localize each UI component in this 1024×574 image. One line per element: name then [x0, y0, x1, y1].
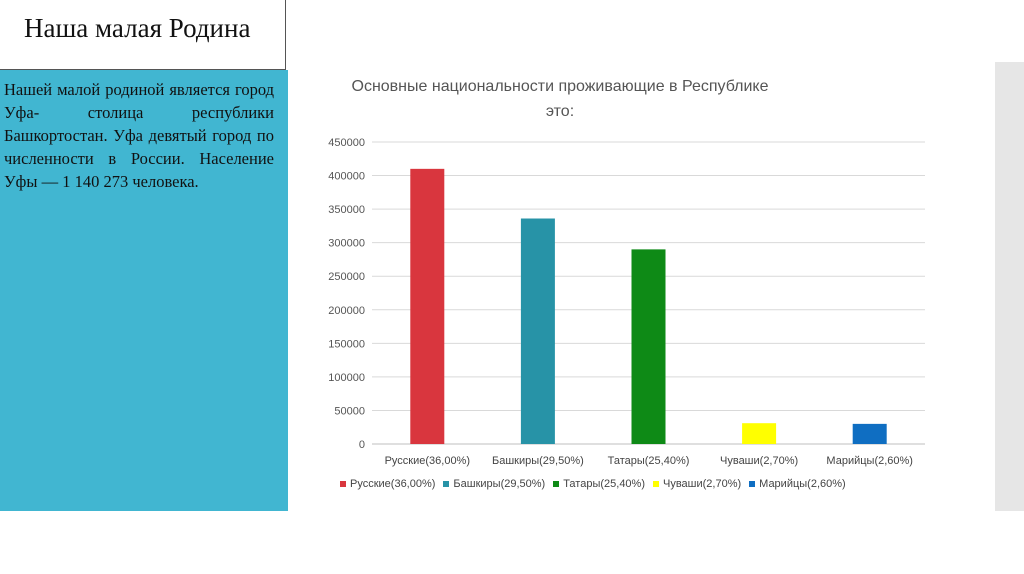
y-tick-label: 350000	[328, 204, 365, 216]
chart-title-line-2: это:	[545, 103, 575, 120]
x-tick-label: Марийцы(2,60%)	[826, 455, 913, 467]
legend-item: Чуваши(2,70%)	[653, 478, 741, 490]
side-panel	[0, 70, 288, 511]
slide-title: Наша малая Родина	[24, 13, 251, 43]
chart-title-line-1: Основные национальности проживающие в Ре…	[351, 78, 769, 95]
y-tick-label: 250000	[328, 271, 365, 283]
chart-legend: Русские(36,00%) Башкиры(29,50%) Татары(25,…	[340, 478, 940, 490]
legend-swatch	[653, 481, 659, 487]
bar-5	[852, 423, 887, 444]
legend-item: Башкиры(29,50%)	[443, 478, 545, 490]
right-decor-strip	[995, 62, 1024, 511]
x-tick-label: Русские(36,00%)	[385, 455, 470, 467]
x-tick-label: Башкиры(29,50%)	[492, 455, 584, 467]
legend-item: Русские(36,00%)	[340, 478, 435, 490]
x-tick-label: Татары(25,40%)	[608, 455, 690, 467]
y-tick-label: 100000	[328, 372, 365, 384]
legend-swatch	[749, 481, 756, 487]
side-description: Нашей малой родиной является город Уфа- …	[4, 80, 274, 191]
y-tick-label: 300000	[328, 238, 365, 250]
legend-label: Марийцы(2,60%)	[759, 478, 846, 490]
bar-4	[742, 423, 777, 444]
legend-label: Чуваши(2,70%)	[663, 478, 742, 490]
y-tick-label: 400000	[328, 171, 365, 183]
legend-item: Марийцы(2,60%)	[749, 478, 846, 490]
y-tick-label: 50000	[334, 405, 365, 417]
legend-label: Татары(25,40%)	[563, 478, 645, 490]
chart-title: Основные национальности проживающие в Ре…	[310, 74, 810, 124]
y-tick-label: 0	[359, 439, 365, 451]
bar-2	[520, 218, 555, 444]
legend-swatch	[443, 481, 450, 487]
legend-swatch	[553, 481, 560, 487]
slide-title-box: Наша малая Родина	[0, 0, 286, 70]
legend-label: Русские(36,00%)	[350, 478, 436, 490]
y-tick-label: 150000	[328, 338, 365, 350]
y-tick-label: 450000	[328, 137, 365, 149]
x-tick-label: Чуваши(2,70%)	[720, 455, 798, 467]
y-tick-label: 200000	[328, 305, 365, 317]
legend-swatch	[340, 481, 346, 487]
legend-label: Башкиры(29,50%)	[453, 478, 546, 490]
bar-1	[410, 168, 445, 444]
legend-item: Татары(25,40%)	[553, 478, 645, 490]
bar-3	[631, 249, 666, 444]
